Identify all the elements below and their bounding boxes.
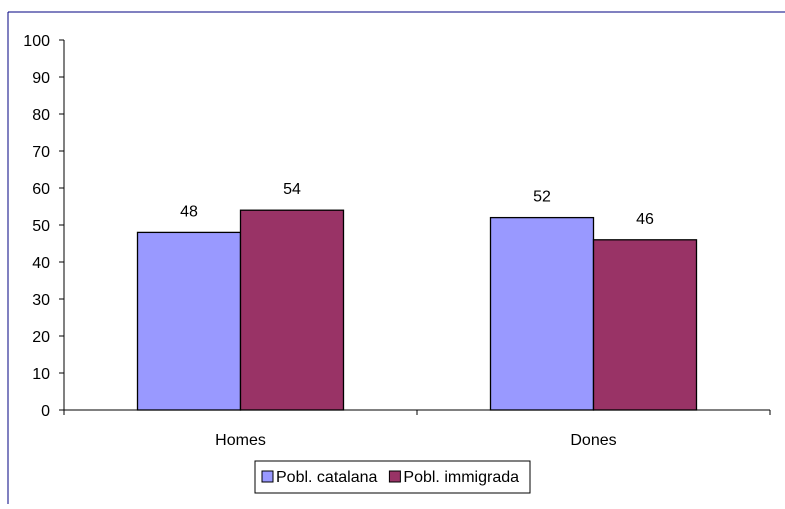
y-tick-label: 0	[41, 403, 50, 420]
legend: Pobl. catalana Pobl. immigrada	[254, 460, 531, 494]
y-tick-label: 30	[32, 292, 50, 309]
y-tick-label: 90	[32, 70, 50, 87]
y-tick-label: 40	[32, 255, 50, 272]
y-tick-label: 50	[32, 218, 50, 235]
data-label: 54	[283, 181, 301, 198]
legend-label-pobl-catalana: Pobl. catalana	[276, 469, 378, 486]
bar-series: 48 54 52 46	[136, 181, 698, 411]
x-tick-label: Homes	[215, 432, 266, 449]
y-tick-label: 100	[23, 33, 50, 50]
x-tick-label: Dones	[570, 432, 616, 449]
bar-pobl-immigrada-dones	[592, 239, 698, 411]
bar-pobl-catalana-dones	[489, 216, 595, 411]
bar-pobl-immigrada-homes	[239, 209, 345, 411]
y-tick-label: 60	[32, 181, 50, 198]
data-label: 46	[636, 211, 654, 228]
y-tick-label: 80	[32, 107, 50, 124]
data-label: 52	[533, 189, 551, 206]
data-label: 48	[180, 203, 198, 220]
y-tick-label: 20	[32, 329, 50, 346]
x-axis: Homes Dones	[63, 409, 771, 449]
bar-pobl-catalana-homes	[136, 231, 242, 411]
legend-swatch-pobl-immigrada	[388, 470, 401, 483]
legend-swatch-pobl-catalana	[261, 470, 274, 483]
y-axis: 0 10 20 30 40 50 60 70 80 90 100	[23, 33, 65, 420]
legend-label-pobl-immigrada: Pobl. immigrada	[403, 469, 519, 486]
y-tick-label: 70	[32, 144, 50, 161]
y-tick-label: 10	[32, 366, 50, 383]
